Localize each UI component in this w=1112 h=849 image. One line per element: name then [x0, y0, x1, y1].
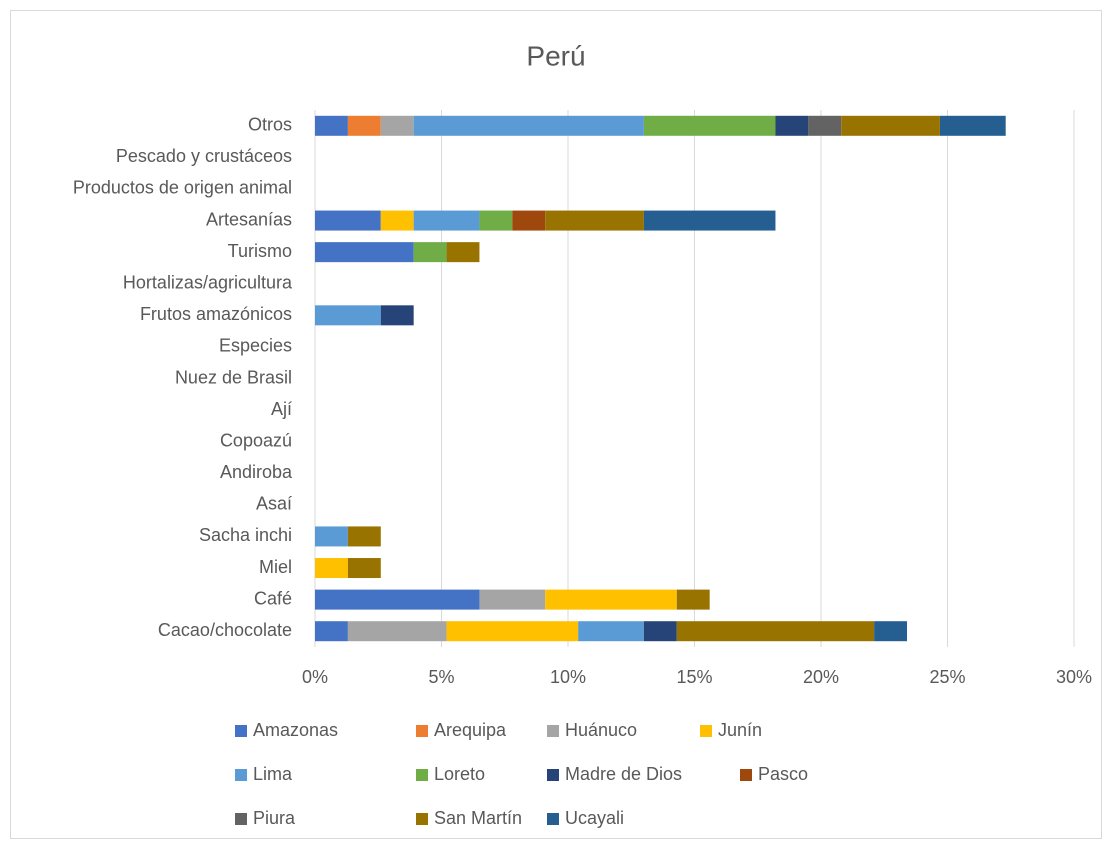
legend-label: Piura: [253, 808, 296, 828]
bar-segment: [347, 558, 381, 579]
legend-swatch: [235, 769, 247, 781]
y-tick-label: Ají: [271, 399, 292, 419]
bar-segment: [347, 526, 381, 547]
y-tick-label: Nuez de Brasil: [175, 367, 292, 387]
y-tick-label: Sacha inchi: [199, 525, 292, 545]
legend-label: Ucayali: [565, 808, 624, 828]
y-tick-label: Otros: [248, 115, 292, 135]
bar-segment: [545, 589, 677, 610]
bar-segment: [413, 242, 447, 263]
bar-segment: [808, 115, 842, 136]
bar-segment: [315, 526, 348, 547]
bar-segment: [479, 589, 546, 610]
bar-segment: [347, 115, 381, 136]
y-tick-label: Hortalizas/agricultura: [123, 272, 293, 292]
legend-swatch: [416, 725, 428, 737]
x-tick-label: 20%: [803, 667, 839, 687]
bar-segment: [315, 210, 381, 231]
legend-swatch: [700, 725, 712, 737]
bar-segment: [775, 115, 809, 136]
x-tick-label: 30%: [1056, 667, 1092, 687]
chart-title: Perú: [526, 40, 585, 71]
bar-segment: [347, 621, 447, 642]
y-tick-label: Especies: [219, 336, 292, 356]
bar-segment: [643, 621, 677, 642]
bar-segment: [479, 210, 513, 231]
legend-label: Amazonas: [253, 720, 338, 740]
x-tick-label: 10%: [550, 667, 586, 687]
bar-segment: [315, 589, 480, 610]
x-tick-label: 5%: [428, 667, 454, 687]
bar-segment: [380, 210, 414, 231]
bar-segment: [380, 305, 414, 326]
y-tick-label: Pescado y crustáceos: [116, 146, 292, 166]
x-tick-label: 25%: [929, 667, 965, 687]
bar-segment: [413, 210, 480, 231]
legend-label: Arequipa: [434, 720, 507, 740]
bar-segment: [413, 115, 644, 136]
bar-segment: [841, 115, 940, 136]
legend-label: Lima: [253, 764, 293, 784]
legend-label: Junín: [718, 720, 762, 740]
y-tick-label: Miel: [259, 557, 292, 577]
y-tick-label: Artesanías: [206, 209, 292, 229]
legend-swatch: [416, 813, 428, 825]
chart-border: [10, 10, 1102, 839]
legend-label: Loreto: [434, 764, 485, 784]
bar-segment: [676, 621, 875, 642]
legend-swatch: [547, 725, 559, 737]
y-tick-label: Asaí: [256, 494, 292, 514]
bar-segment: [446, 621, 579, 642]
legend-label: San Martín: [434, 808, 522, 828]
bar-segment: [578, 621, 644, 642]
bar-segment: [676, 589, 710, 610]
bar-segment: [446, 242, 480, 263]
y-tick-label: Turismo: [228, 241, 292, 261]
bar-segment: [315, 115, 348, 136]
bar-segment: [512, 210, 546, 231]
legend-swatch: [235, 725, 247, 737]
bar-segment: [315, 621, 348, 642]
bar-segment: [643, 115, 776, 136]
y-tick-label: Andiroba: [220, 462, 293, 482]
y-tick-label: Frutos amazónicos: [140, 304, 292, 324]
y-tick-label: Productos de origen animal: [73, 178, 292, 198]
bar-segment: [380, 115, 414, 136]
x-tick-label: 15%: [676, 667, 712, 687]
legend-swatch: [416, 769, 428, 781]
x-tick-label: 0%: [302, 667, 328, 687]
legend-swatch: [547, 769, 559, 781]
bar-segment: [643, 210, 776, 231]
y-tick-label: Café: [254, 588, 292, 608]
legend-label: Madre de Dios: [565, 764, 682, 784]
bar-segment: [315, 305, 381, 326]
bar-segment: [874, 621, 908, 642]
bar-segment: [545, 210, 644, 231]
bar-segment: [939, 115, 1006, 136]
bar-segment: [315, 242, 414, 263]
legend-label: Pasco: [758, 764, 808, 784]
legend-swatch: [740, 769, 752, 781]
legend-swatch: [235, 813, 247, 825]
y-tick-label: Copoazú: [220, 430, 292, 450]
legend-label: Huánuco: [565, 720, 637, 740]
bar-segment: [315, 558, 348, 579]
legend-swatch: [547, 813, 559, 825]
y-tick-label: Cacao/chocolate: [158, 620, 292, 640]
